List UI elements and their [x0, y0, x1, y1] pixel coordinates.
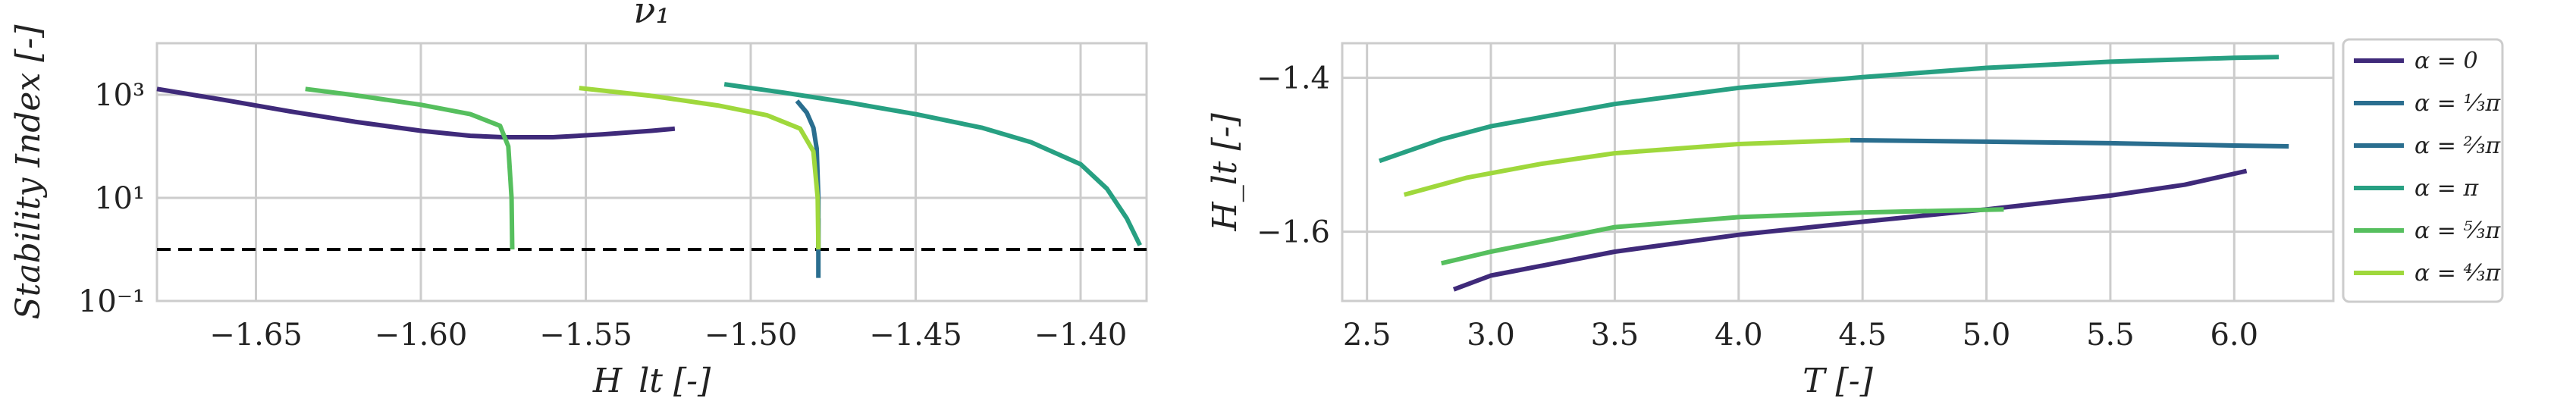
series-line-1: [1850, 137, 2289, 149]
y-tick-label: 10³: [94, 78, 145, 113]
chart-title: ν₁: [633, 0, 670, 32]
legend-entry-label: α = ⅔π: [2414, 133, 2502, 159]
y-tick-label: −1.4: [1257, 61, 1330, 96]
series-line-1: [795, 99, 821, 278]
x-tick-label: 5.0: [1963, 318, 2011, 353]
legend-entry-label: α = π: [2414, 175, 2479, 202]
hlt-vs-period-panel: 2.5 3.0 3.5 4.0 4.5 5.0 5.5 6.0 −1.4 −1.6 T [-] H_l…: [1206, 42, 2335, 398]
legend-entry-label: α = 0: [2414, 48, 2478, 74]
x-tick-label: 4.5: [1838, 318, 1887, 353]
x-tick-label: 2.5: [1343, 318, 1392, 353]
x-axis-label: H_lt [-]: [592, 362, 711, 398]
x-tick-label: 5.5: [2086, 318, 2135, 353]
series-line-4: [305, 86, 515, 250]
legend-entry-label: α = ⅓π: [2414, 90, 2502, 117]
series-line-4: [1403, 137, 1850, 197]
series-line-3: [723, 82, 1142, 246]
series-line-3: [1441, 207, 2004, 266]
series-line-2: [1379, 55, 2279, 164]
x-tick-label: 6.0: [2210, 318, 2258, 353]
x-tick-label: 3.0: [1467, 318, 1515, 353]
y-axis-label: H_lt [-]: [1206, 113, 1244, 232]
y-axis-label: Stability Index [-]: [9, 24, 48, 320]
series-line-5: [579, 86, 821, 250]
series-line-0: [1452, 168, 2248, 292]
y-tick-label: 10¹: [94, 181, 145, 216]
x-tick-label: 4.0: [1715, 318, 1763, 353]
x-tick-label: −1.50: [704, 318, 798, 353]
legend: α = 0 α = ⅓π α = ⅔π α = π α = ⁵⁄₃π α = ⁴⁄₃π: [2342, 38, 2504, 303]
x-tick-label: −1.45: [869, 318, 962, 353]
legend-entry-label: α = ⁴⁄₃π: [2414, 260, 2502, 287]
x-tick-label: −1.65: [209, 318, 303, 353]
plot-frame: [1341, 42, 2335, 302]
series-line-0: [156, 86, 676, 139]
stability-index-panel: −1.65 −1.60 −1.55 −1.50 −1.45 −1.40 10⁻¹ 10¹ 10³…: [9, 0, 1148, 398]
y-tick-label: 10⁻¹: [78, 284, 145, 319]
x-tick-label: 3.5: [1591, 318, 1639, 353]
y-tick-label: −1.6: [1257, 215, 1330, 250]
x-axis-label: T [-]: [1803, 362, 1873, 398]
x-tick-label: −1.40: [1034, 318, 1128, 353]
plot-frame: [155, 42, 1148, 302]
legend-entry-label: α = ⁵⁄₃π: [2414, 218, 2502, 244]
x-tick-label: −1.60: [375, 318, 468, 353]
x-tick-label: −1.55: [539, 318, 632, 353]
